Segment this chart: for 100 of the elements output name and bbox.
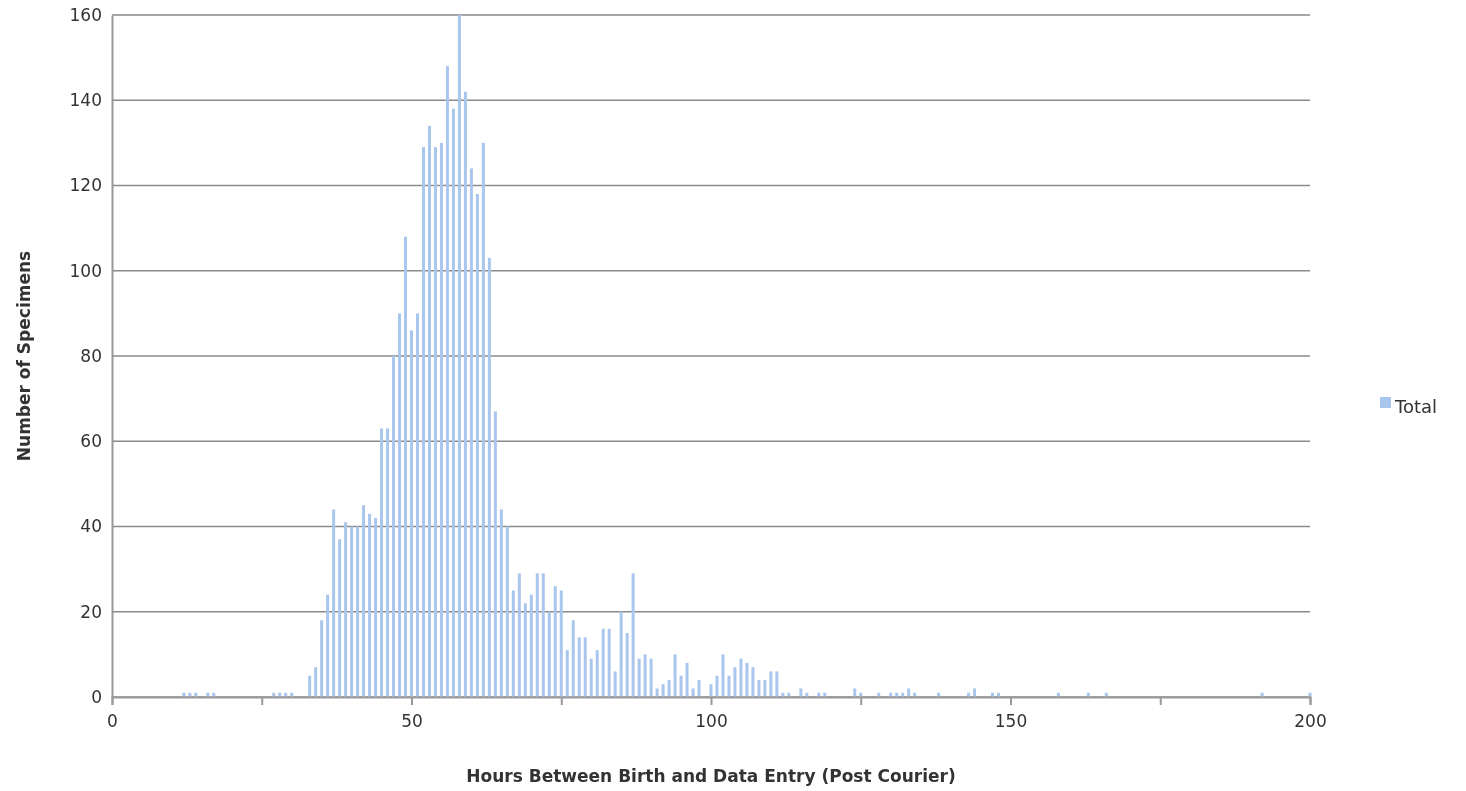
- bar: [517, 573, 521, 697]
- bar: [973, 688, 977, 697]
- bar: [817, 692, 821, 697]
- x-tick-label: 0: [107, 711, 118, 732]
- bar: [529, 594, 533, 697]
- legend-label: Total: [1394, 396, 1438, 417]
- bar: [511, 590, 515, 697]
- bar: [631, 573, 635, 697]
- bar: [799, 688, 803, 697]
- bar: [607, 628, 611, 697]
- bar: [421, 147, 425, 697]
- bar: [439, 142, 443, 697]
- x-axis-title: Hours Between Birth and Data Entry (Post Courier): [466, 766, 956, 786]
- bar: [350, 526, 354, 697]
- bar: [314, 667, 318, 697]
- bar: [859, 692, 863, 697]
- bar: [787, 692, 791, 697]
- bar: [565, 650, 569, 697]
- x-tick-label: 200: [1294, 711, 1327, 732]
- bar: [433, 147, 437, 697]
- x-tick-label: 100: [695, 711, 728, 732]
- bar: [823, 692, 827, 697]
- bar: [805, 692, 809, 697]
- bar: [493, 411, 497, 697]
- bar: [937, 692, 941, 697]
- bar: [547, 611, 551, 697]
- bar: [721, 654, 725, 697]
- bar: [763, 679, 767, 697]
- bar: [571, 620, 575, 697]
- bar: [290, 692, 294, 697]
- bar: [781, 692, 785, 697]
- bar: [362, 505, 366, 697]
- bar: [410, 330, 413, 697]
- y-tick-label: 160: [69, 4, 102, 25]
- bar: [613, 671, 617, 697]
- bar: [625, 633, 629, 697]
- bar: [655, 688, 659, 697]
- bar: [308, 675, 312, 697]
- bar: [661, 684, 665, 697]
- bar: [907, 688, 911, 697]
- bar: [643, 654, 647, 697]
- bar: [739, 658, 743, 697]
- bar: [757, 679, 761, 697]
- bar: [619, 611, 623, 697]
- y-tick-label: 120: [69, 175, 102, 196]
- bar: [445, 66, 449, 697]
- bar: [368, 513, 372, 697]
- bar: [751, 667, 755, 697]
- y-tick-label: 80: [80, 345, 102, 366]
- bar: [188, 692, 192, 697]
- bar: [463, 91, 467, 697]
- bar: [745, 662, 749, 697]
- x-tick-label: 50: [401, 711, 423, 732]
- bar: [715, 675, 719, 697]
- bar: [553, 586, 557, 697]
- y-axis-title: Number of Specimens: [14, 250, 34, 462]
- bar: [386, 428, 390, 697]
- bar: [451, 108, 455, 697]
- bar: [272, 692, 276, 697]
- y-tick-label: 40: [80, 516, 102, 537]
- bar: [415, 313, 419, 697]
- bar: [457, 15, 461, 697]
- bar: [320, 620, 324, 697]
- bar: [338, 539, 342, 697]
- y-tick-label: 0: [91, 686, 102, 707]
- x-tick-label: 150: [994, 711, 1028, 732]
- bar: [913, 692, 917, 697]
- bar: [589, 658, 593, 697]
- bar: [775, 671, 779, 697]
- bar: [541, 573, 545, 697]
- bar: [523, 603, 527, 697]
- bar: [487, 257, 491, 697]
- bar: [595, 650, 599, 697]
- bar: [685, 662, 689, 697]
- bar: [991, 692, 995, 697]
- bar: [404, 236, 408, 697]
- bar: [206, 692, 210, 697]
- bar: [398, 313, 402, 697]
- bar: [284, 692, 288, 697]
- bar: [535, 573, 539, 697]
- bar: [895, 692, 899, 697]
- bar: [697, 679, 701, 697]
- bar: [667, 679, 671, 697]
- bar: [769, 671, 773, 697]
- bar: [877, 692, 881, 697]
- bar: [392, 356, 396, 697]
- bar: [1104, 692, 1108, 697]
- bar: [356, 526, 360, 697]
- bar: [374, 517, 378, 697]
- bar: [727, 675, 731, 697]
- bar: [332, 509, 336, 697]
- y-tick-label: 100: [69, 260, 102, 281]
- bar: [212, 692, 216, 697]
- bar: [577, 637, 581, 697]
- bar: [481, 142, 485, 697]
- bar: [997, 692, 1001, 697]
- bar: [475, 194, 479, 697]
- bar: [649, 658, 653, 697]
- bar: [673, 654, 677, 697]
- bar: [505, 526, 509, 697]
